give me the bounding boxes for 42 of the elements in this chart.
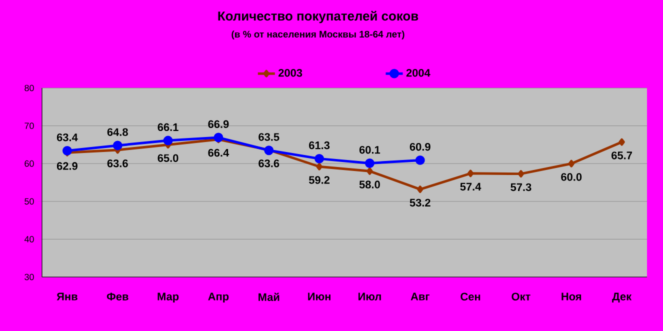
x-tick-label: Фев bbox=[106, 292, 128, 300]
data-label: 63.5 bbox=[258, 133, 280, 141]
data-label: 60.0 bbox=[561, 173, 582, 181]
x-tick-label: Июл bbox=[358, 292, 381, 300]
x-tick-label: Авг bbox=[410, 292, 430, 300]
data-label: 57.4 bbox=[460, 182, 482, 191]
data-label: 61.3 bbox=[309, 141, 330, 150]
x-tick-label: Янв bbox=[56, 292, 78, 300]
data-label: 63.6 bbox=[258, 160, 280, 168]
data-label: 53.2 bbox=[410, 198, 430, 207]
chart-subtitle: (в % от населения Москвы 18-64 лет) bbox=[232, 30, 404, 40]
data-label: 57.3 bbox=[510, 183, 532, 192]
x-tick-label: Сен bbox=[460, 292, 480, 301]
y-tick-label: 60 bbox=[24, 160, 34, 167]
y-tick-label: 30 bbox=[24, 274, 34, 280]
y-tick-label: 80 bbox=[24, 84, 34, 92]
x-tick-label: Ноя bbox=[562, 292, 582, 300]
x-tick-label: Апр bbox=[208, 292, 229, 303]
y-tick-label: 70 bbox=[24, 122, 34, 129]
chart-title: Количество покупателей соков bbox=[218, 10, 418, 24]
data-label: 58.0 bbox=[359, 180, 380, 188]
y-tick-label: 50 bbox=[24, 198, 34, 205]
data-label: 63.6 bbox=[107, 160, 128, 168]
data-label: 66.4 bbox=[208, 148, 230, 157]
data-label: 66.1 bbox=[158, 123, 178, 132]
data-label: 64.8 bbox=[107, 128, 128, 136]
data-label: 65.0 bbox=[158, 154, 178, 162]
x-tick-label: Окт bbox=[512, 292, 530, 301]
x-tick-label: Дек bbox=[612, 292, 632, 302]
x-tick-label: Июн bbox=[308, 292, 330, 300]
data-label: 60.9 bbox=[410, 142, 430, 151]
legend-label: 2003 bbox=[278, 69, 302, 77]
x-tick-label: Мар bbox=[158, 292, 179, 303]
legend-label: 2004 bbox=[406, 69, 430, 77]
data-label: 66.9 bbox=[208, 120, 229, 128]
data-label: 63.4 bbox=[56, 133, 78, 142]
data-label: 59.2 bbox=[308, 176, 330, 184]
data-label: 60.1 bbox=[359, 146, 380, 154]
x-tick-label: Май bbox=[258, 292, 280, 302]
data-label: 62.9 bbox=[56, 162, 78, 170]
data-label: 65.7 bbox=[612, 152, 632, 160]
y-tick-label: 40 bbox=[24, 236, 34, 242]
